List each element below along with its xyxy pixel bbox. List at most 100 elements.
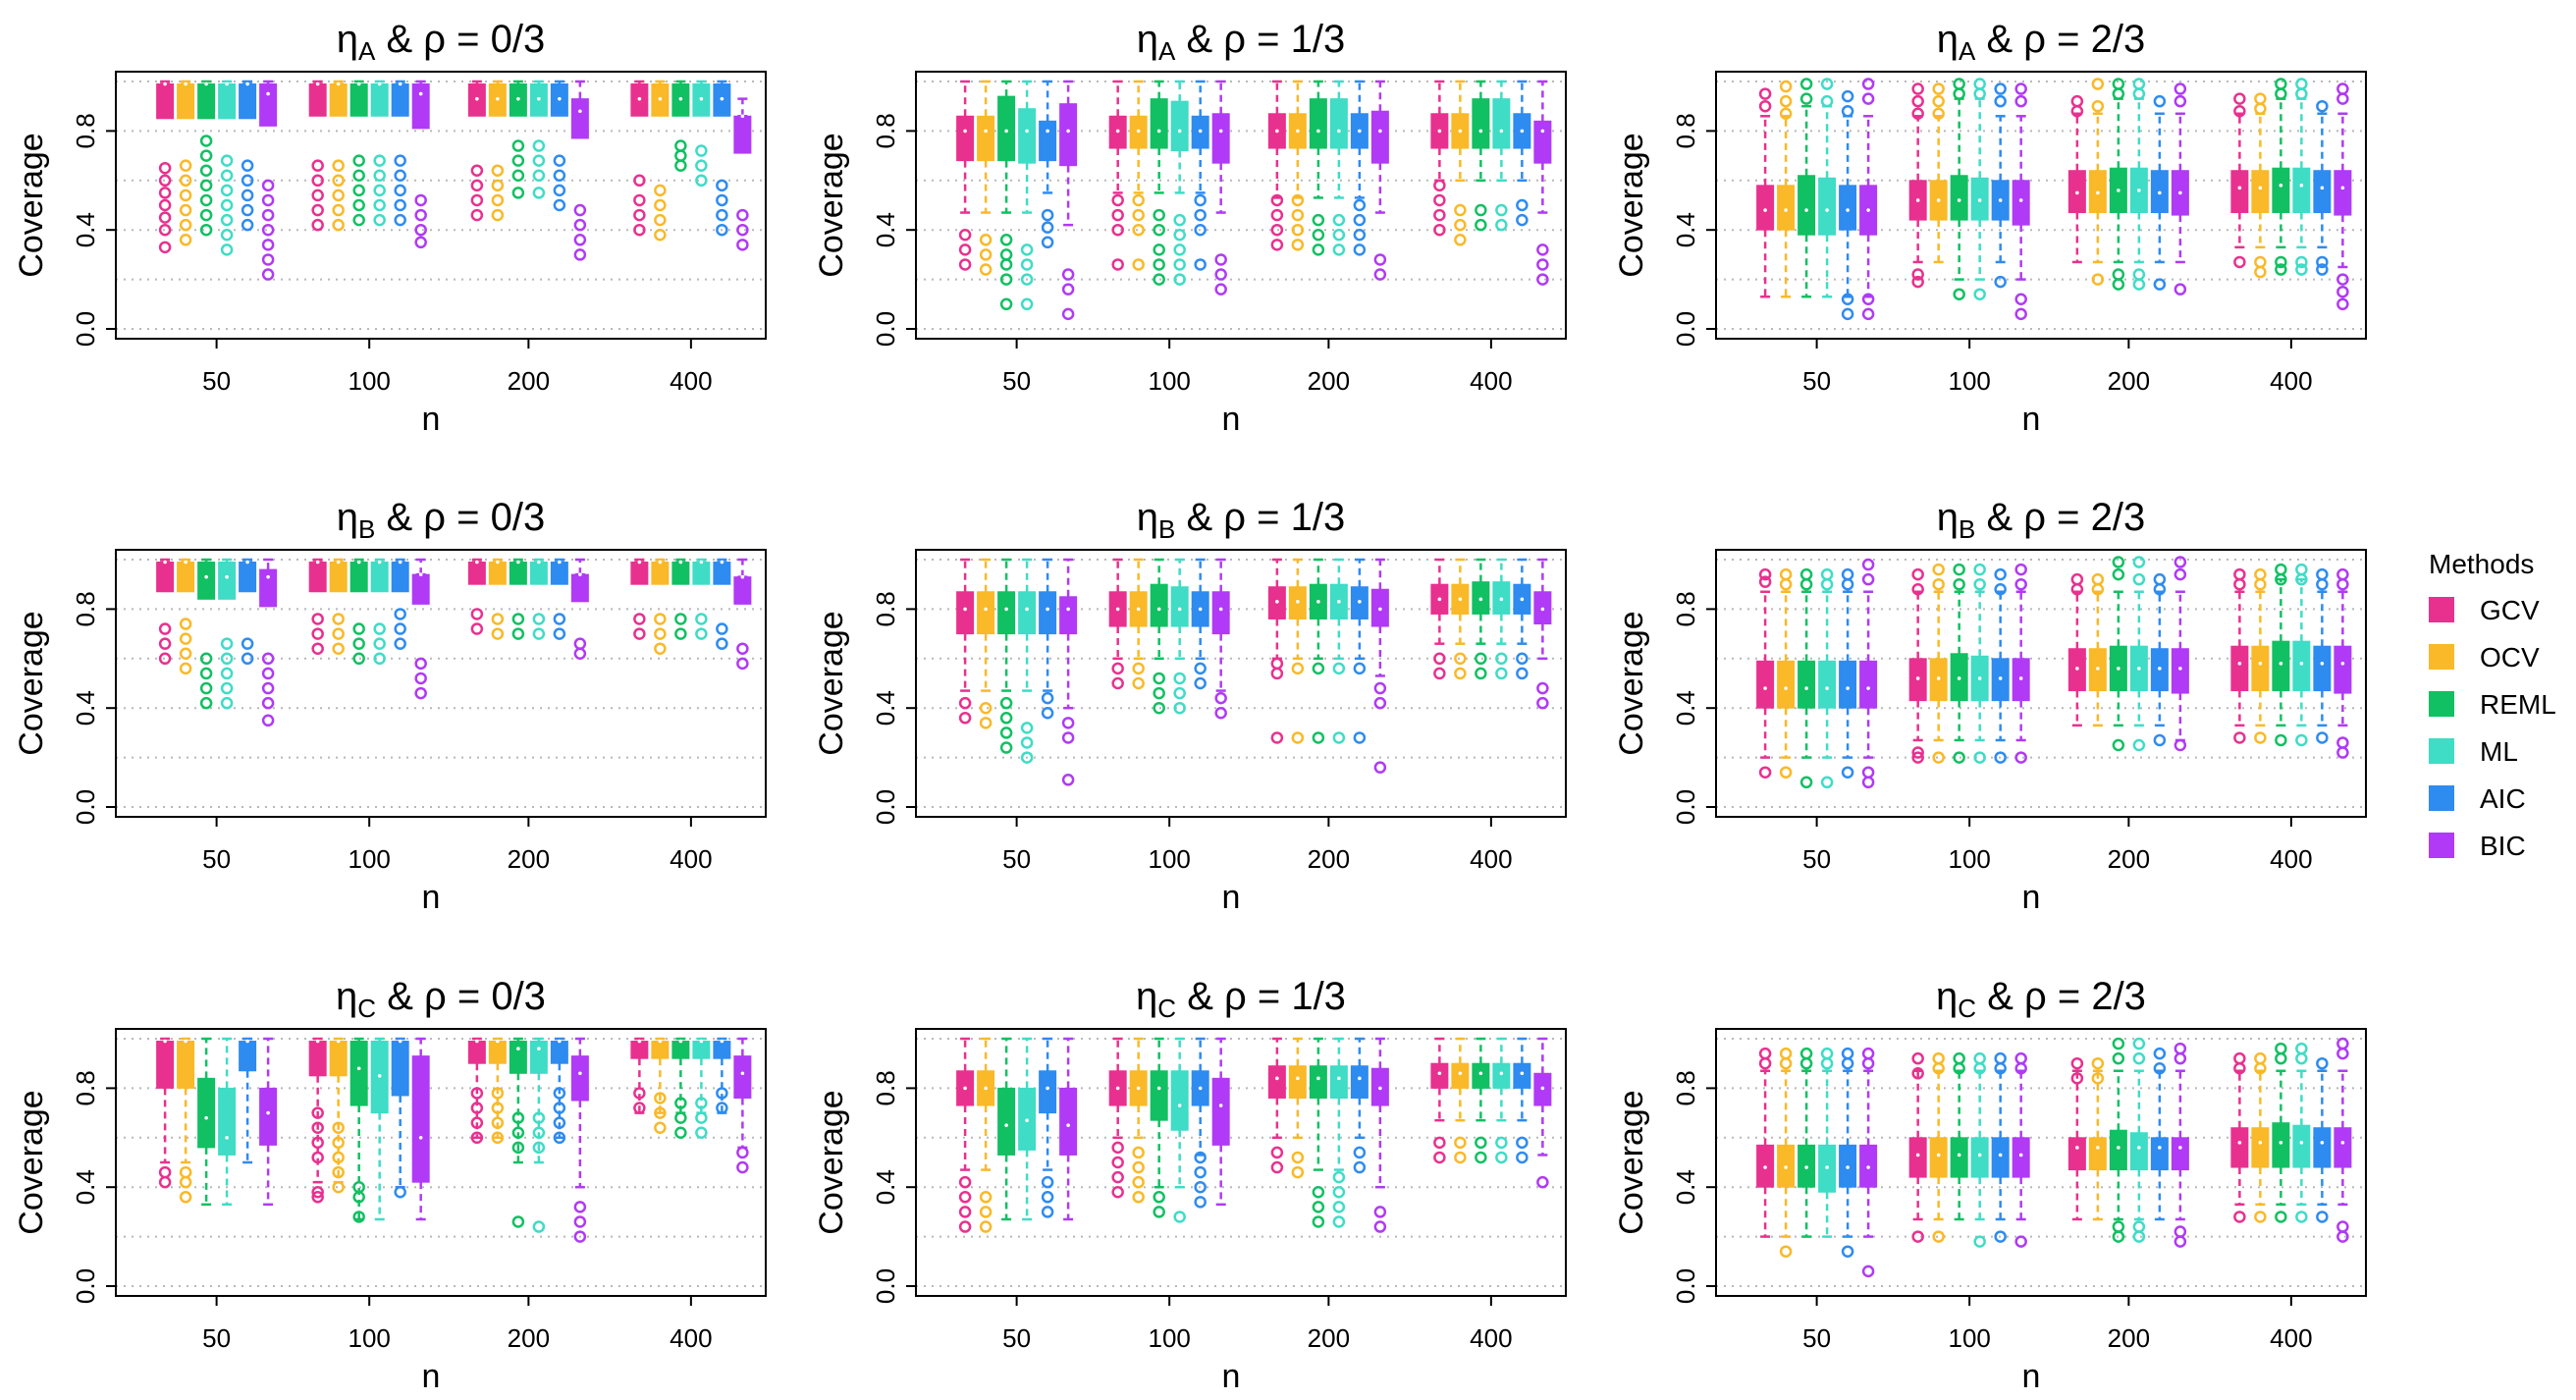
outlier-point [1475,203,1487,217]
outlier-point [1758,1056,1772,1070]
median-mark [2279,1141,2283,1145]
legend-label: GCV [2480,595,2540,625]
outlier-point [1911,94,1924,108]
outlier-point [532,1111,546,1124]
outlier-point [2014,1051,2027,1065]
box [570,573,589,603]
outlier-point [1861,776,1875,789]
outlier-point [999,273,1013,286]
median-mark [1378,129,1382,134]
box [2251,170,2270,214]
box [1756,185,1775,231]
median-mark [1437,129,1442,134]
x-tick-label: 100 [348,366,390,396]
outlier-point [179,1191,192,1204]
outlier-point [532,187,546,199]
x-tick-label: 400 [670,844,712,874]
outlier-point [1291,208,1305,222]
outlier-point [1973,751,1986,764]
median-mark [963,1086,967,1091]
y-axis-label: Coverage [13,611,50,755]
median-mark [475,1039,479,1044]
box [488,1041,507,1064]
median-mark [225,81,229,86]
median-mark [1115,1086,1120,1091]
outlier-point [1820,1047,1834,1060]
outlier-point [491,1087,505,1100]
outlier-point [1861,572,1875,586]
outlier-point [1799,567,1813,581]
outlier-point [1353,731,1367,744]
outlier-point [2275,733,2287,747]
y-tick-label: 0.4 [71,690,100,726]
median-mark [578,109,582,114]
outlier-point [2132,1230,2146,1243]
outlier-point [958,1206,972,1218]
outlier-point [1153,258,1165,271]
median-mark [418,1136,423,1140]
box [733,576,752,605]
outlier-point [1153,672,1165,685]
outlier-point [241,159,254,172]
outlier-point [1332,1185,1346,1199]
median-mark [2178,667,2182,671]
outlier-point [1861,766,1875,779]
median-mark [1763,208,1767,212]
outlier-point [2254,577,2267,591]
outlier-point [573,1230,587,1243]
box [1018,108,1037,164]
median-mark [1866,208,1870,212]
outlier-point [1994,82,2007,95]
box [1170,100,1189,152]
outlier-point [1153,686,1165,700]
outlier-point [1973,87,1986,100]
outlier-point [2174,556,2187,568]
outlier-point [2233,577,2246,591]
outlier-point [532,613,546,625]
outlier-point [2316,263,2329,276]
box [997,1087,1016,1156]
outlier-point [2233,1211,2246,1223]
outlier-point [1270,208,1284,222]
median-mark [1136,129,1141,134]
outlier-point [2233,731,2246,744]
median-mark [1957,676,1961,680]
median-mark [2158,190,2162,195]
median-mark [336,1039,341,1044]
outlier-point [373,198,386,212]
outlier-point [1312,228,1325,242]
median-mark [1804,1165,1808,1169]
panel-title: ηA & ρ = 0/3 [337,18,545,66]
outlier-point [2070,94,2084,108]
outlier-point [2112,78,2125,90]
box [1451,1062,1470,1089]
outlier-point [1041,1191,1054,1204]
panel: 0.0 0.4 0.8 Coverage ηB & ρ = 0/3 50 100 200 400… [13,496,767,916]
median-mark [1437,1071,1442,1076]
box [2012,180,2030,226]
outlier-point [1911,751,1924,764]
median-mark [1540,129,1545,134]
outlier-point [1758,87,1772,100]
outlier-point [553,627,566,640]
box [651,1041,670,1059]
x-tick-label: 100 [1948,1323,1990,1353]
outlier-point [573,218,587,232]
outlier-point [1994,275,2007,289]
median-mark [1784,686,1788,690]
outlier-point [199,223,213,237]
box [156,83,175,120]
outlier-point [1911,275,1924,289]
median-mark [1378,607,1382,612]
outlier-point [2254,265,2267,279]
median-mark [2075,190,2079,195]
outlier-point [261,714,275,727]
outlier-point [1214,691,1227,705]
outlier-point [695,1126,708,1140]
outlier-point [1270,223,1284,237]
outlier-point [1132,258,1145,271]
outlier-point [1953,577,1965,591]
outlier-point [1353,1160,1367,1174]
outlier-point [674,1111,687,1124]
outlier-point [1953,563,1965,576]
